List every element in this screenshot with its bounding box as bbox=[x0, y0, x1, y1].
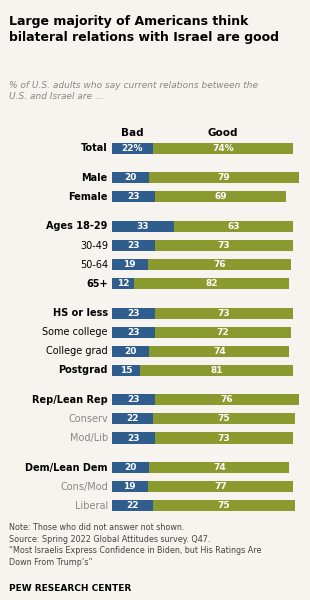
Text: 76: 76 bbox=[221, 395, 233, 404]
Text: 75: 75 bbox=[218, 501, 230, 510]
Bar bbox=[112, 143, 153, 154]
Text: Total: Total bbox=[81, 143, 108, 154]
Text: Ages 18-29: Ages 18-29 bbox=[46, 221, 108, 232]
Bar bbox=[153, 143, 293, 154]
Bar bbox=[112, 191, 155, 202]
Text: HS or less: HS or less bbox=[53, 308, 108, 318]
Text: % of U.S. adults who say current relations between the
U.S. and Israel are ...: % of U.S. adults who say current relatio… bbox=[9, 81, 258, 101]
Text: Female: Female bbox=[68, 192, 108, 202]
Text: 73: 73 bbox=[218, 308, 230, 317]
Text: 19: 19 bbox=[123, 482, 136, 491]
Text: 33: 33 bbox=[136, 222, 149, 231]
Text: Dem/Lean Dem: Dem/Lean Dem bbox=[25, 463, 108, 473]
Bar bbox=[112, 462, 149, 473]
Text: 23: 23 bbox=[127, 193, 140, 202]
Bar bbox=[149, 346, 289, 357]
Text: 63: 63 bbox=[227, 222, 240, 231]
Text: 19: 19 bbox=[123, 260, 136, 269]
Text: 23: 23 bbox=[127, 241, 140, 250]
Text: 22: 22 bbox=[126, 501, 139, 510]
Text: Rep/Lean Rep: Rep/Lean Rep bbox=[32, 395, 108, 405]
Text: 81: 81 bbox=[210, 366, 223, 375]
Text: Postgrad: Postgrad bbox=[58, 365, 108, 376]
Bar bbox=[149, 462, 289, 473]
Text: 20: 20 bbox=[124, 173, 137, 182]
Text: 82: 82 bbox=[206, 279, 218, 288]
Text: Large majority of Americans think
bilateral relations with Israel are good: Large majority of Americans think bilate… bbox=[9, 15, 279, 44]
Text: 12: 12 bbox=[117, 279, 129, 288]
Text: 20: 20 bbox=[124, 347, 137, 356]
Text: 69: 69 bbox=[214, 193, 227, 202]
Text: Liberal: Liberal bbox=[75, 500, 108, 511]
Text: 50-64: 50-64 bbox=[80, 260, 108, 269]
Text: 76: 76 bbox=[213, 260, 226, 269]
Bar bbox=[149, 172, 299, 184]
Text: PEW RESEARCH CENTER: PEW RESEARCH CENTER bbox=[9, 584, 131, 593]
Bar bbox=[155, 394, 299, 406]
Text: 73: 73 bbox=[218, 434, 230, 443]
Text: 73: 73 bbox=[218, 241, 230, 250]
Text: 15: 15 bbox=[120, 366, 132, 375]
Text: Male: Male bbox=[82, 173, 108, 183]
Bar bbox=[112, 240, 155, 251]
Text: Conserv: Conserv bbox=[68, 414, 108, 424]
Text: 74%: 74% bbox=[212, 144, 234, 153]
Bar bbox=[153, 413, 295, 424]
Text: 22: 22 bbox=[126, 415, 139, 424]
Text: 23: 23 bbox=[127, 328, 140, 337]
Bar bbox=[174, 221, 293, 232]
Bar bbox=[112, 413, 153, 424]
Bar bbox=[112, 172, 149, 184]
Text: Note: Those who did not answer not shown.
Source: Spring 2022 Global Attitudes s: Note: Those who did not answer not shown… bbox=[9, 523, 262, 566]
Bar bbox=[112, 278, 134, 289]
Bar bbox=[155, 240, 293, 251]
Text: 79: 79 bbox=[218, 173, 231, 182]
Text: Cons/Mod: Cons/Mod bbox=[60, 482, 108, 491]
Bar bbox=[148, 259, 291, 270]
Text: Bad: Bad bbox=[121, 128, 144, 138]
Text: Some college: Some college bbox=[42, 327, 108, 337]
Bar bbox=[112, 365, 140, 376]
Text: 65+: 65+ bbox=[86, 278, 108, 289]
Text: 23: 23 bbox=[127, 395, 140, 404]
Text: 74: 74 bbox=[213, 463, 226, 472]
Bar bbox=[140, 365, 293, 376]
Bar bbox=[155, 327, 291, 338]
Bar bbox=[155, 308, 293, 319]
Bar bbox=[148, 481, 293, 492]
Bar bbox=[112, 394, 155, 406]
Bar bbox=[155, 433, 293, 443]
Text: 30-49: 30-49 bbox=[80, 241, 108, 251]
Text: 22%: 22% bbox=[122, 144, 143, 153]
Bar bbox=[155, 191, 286, 202]
Text: 77: 77 bbox=[214, 482, 227, 491]
Bar bbox=[112, 500, 153, 511]
Text: 72: 72 bbox=[217, 328, 229, 337]
Bar bbox=[153, 500, 295, 511]
Text: Mod/Lib: Mod/Lib bbox=[69, 433, 108, 443]
Text: 75: 75 bbox=[218, 415, 230, 424]
Bar bbox=[134, 278, 289, 289]
Bar bbox=[112, 327, 155, 338]
Bar bbox=[112, 259, 148, 270]
Text: Good: Good bbox=[208, 128, 238, 138]
Bar bbox=[112, 433, 155, 443]
Text: College grad: College grad bbox=[46, 346, 108, 356]
Text: 23: 23 bbox=[127, 434, 140, 443]
Text: 20: 20 bbox=[124, 463, 137, 472]
Text: 74: 74 bbox=[213, 347, 226, 356]
Bar bbox=[112, 346, 149, 357]
Bar bbox=[112, 308, 155, 319]
Bar bbox=[112, 221, 174, 232]
Bar bbox=[112, 481, 148, 492]
Text: 23: 23 bbox=[127, 308, 140, 317]
